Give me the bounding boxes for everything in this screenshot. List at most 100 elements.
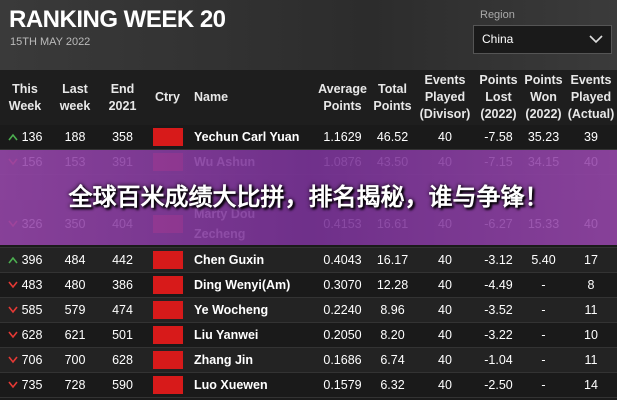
cell-text: 40 [438,130,452,144]
cell: - [522,328,565,342]
header-line: Lost [485,90,512,104]
cell: 501 [100,328,145,342]
country [145,326,190,344]
cell: 8.96 [370,303,415,317]
trend-icon [7,356,18,364]
cell-text: 1.1629 [323,130,362,144]
cell: Liu Yanwei [190,328,315,342]
cell: 484 [50,253,100,267]
country [145,276,190,294]
cell: 0.3070 [315,278,370,292]
cell-text: 6.74 [380,353,405,367]
cell-text: 0.2240 [323,303,362,317]
cell-text: 16.17 [376,253,409,267]
column-header: Ctry [145,89,190,106]
table-row: 585 579 474 Ye Wocheng 0.2240 8.96 40 -3.52 - 11 [0,298,617,323]
cell: -4.49 [475,278,522,292]
cell-text: 480 [64,278,86,292]
cell: 40 [415,303,475,317]
cell: 0.4043 [315,253,370,267]
cell: 11 [565,353,617,367]
cell-text: 40 [438,378,452,392]
cell: Zhang Jin [190,353,315,367]
cell: 442 [100,253,145,267]
cell-text: -1.04 [484,353,513,367]
column-header: End 2021 [100,81,145,115]
header-line: This [12,81,38,96]
header-line: Ctry [154,90,180,104]
header-line: Events [424,73,466,87]
cell: -3.12 [475,253,522,267]
cell: 628 [0,328,50,342]
cell: 6.74 [370,353,415,367]
page-title: RANKING WEEK 20 [9,6,226,33]
cell: 0.2050 [315,328,370,342]
cell: Chen Guxin [190,253,315,267]
cell-text: 40 [438,353,452,367]
cell: 136 [0,130,50,144]
cell-text: -3.12 [484,253,513,267]
table-row: 706 700 628 Zhang Jin 0.1686 6.74 40 -1.04 - 11 [0,348,617,373]
cell: - [522,353,565,367]
column-header: Points Lost (2022) [475,72,522,123]
cell: 579 [50,303,100,317]
cell: 585 [0,303,50,317]
cell: - [522,303,565,317]
flag [152,128,183,146]
cell: 6.32 [370,378,415,392]
header-line: Played [570,90,612,104]
cell-text: 10 [584,328,598,342]
cell: 39 [565,130,617,144]
cell-text: 6.32 [380,378,405,392]
cell-text: 8.20 [380,328,405,342]
cell: 628 [100,353,145,367]
trend-icon [7,331,18,339]
cell: 386 [100,278,145,292]
column-header: Name [190,89,315,106]
cell-text: 728 [64,378,86,392]
cell: 621 [50,328,100,342]
cell: 10 [565,328,617,342]
cell: 1.1629 [315,130,370,144]
header-line: Points [524,73,563,87]
cell-text: Chen Guxin [194,253,265,267]
cell: 40 [415,253,475,267]
cell-text: 40 [438,278,452,292]
cell: 16.17 [370,253,415,267]
cell: 483 [0,278,50,292]
cell-text: 735 [21,378,43,392]
column-header: Events Played (Divisor) [415,72,475,123]
country [145,128,190,146]
cell: Yechun Carl Yuan [190,130,315,144]
cell-text: 0.3070 [323,278,362,292]
cell: -3.52 [475,303,522,317]
cell: 590 [100,378,145,392]
region-value: China [482,32,514,46]
cell: 358 [100,130,145,144]
header-line: Last [62,81,88,96]
header-line: Won [530,90,557,104]
header-line: Week [8,98,42,113]
cell: 0.1686 [315,353,370,367]
region-select[interactable]: China [473,25,612,54]
header-line: (2022) [525,107,562,121]
cell: 8.20 [370,328,415,342]
cell: 40 [415,130,475,144]
cell: -1.04 [475,353,522,367]
cell-text: 39 [584,130,598,144]
header-line: Played [424,90,466,104]
flag [152,276,183,294]
cell-text: 12.28 [376,278,409,292]
flag [152,376,183,394]
cell-text: -7.58 [484,130,513,144]
cell-text: 11 [584,353,598,367]
cell: 46.52 [370,130,415,144]
cell-text: 35.23 [527,130,560,144]
cell-text: Ding Wenyi(Am) [194,278,291,292]
trend-icon [7,281,18,289]
cell-text: 501 [112,328,133,342]
cell: 40 [415,353,475,367]
region-label: Region [480,9,515,21]
cell-text: - [541,378,546,392]
